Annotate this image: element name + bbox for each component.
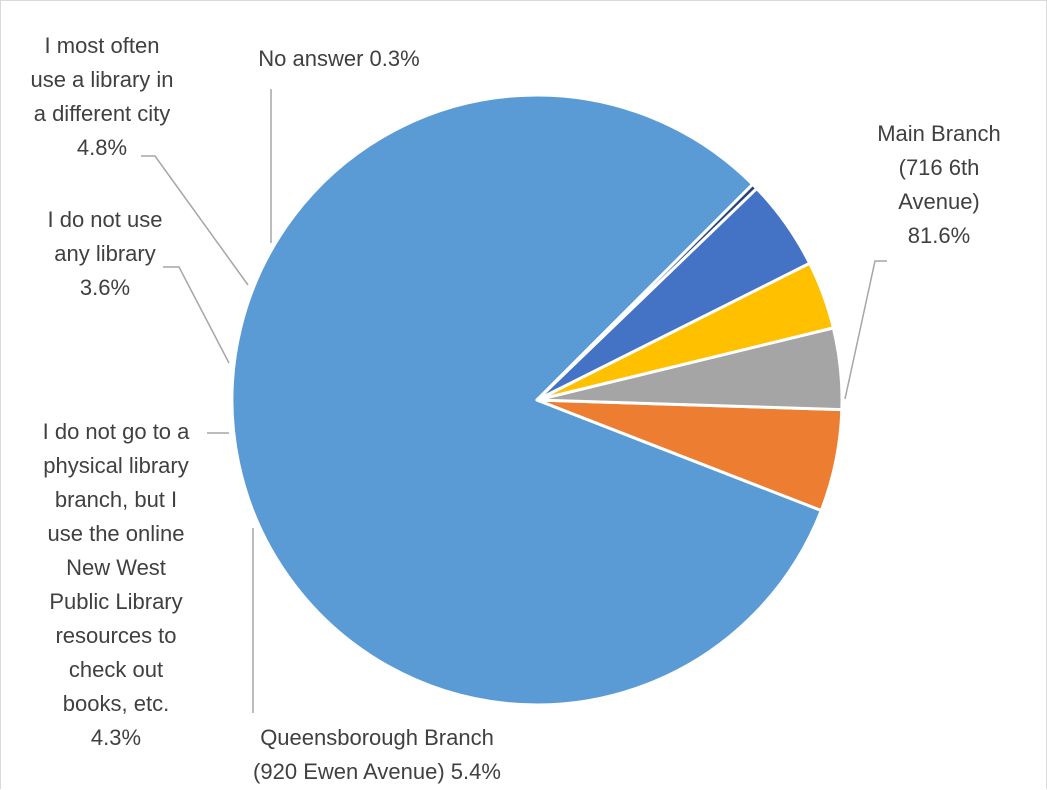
label-queensborough-branch: Queensborough Branch (920 Ewen Avenue) 5.…	[253, 725, 501, 784]
slice-main-branch	[230, 93, 823, 707]
label-different-city-line: use a library in	[30, 67, 173, 92]
label-main-branch-line: (716 6th	[899, 155, 980, 180]
label-online-only-line: check out	[69, 657, 163, 682]
label-no-answer-line: No answer 0.3%	[258, 46, 419, 71]
label-no-library-line: any library	[54, 241, 155, 266]
label-main-branch-line: Avenue)	[898, 189, 980, 214]
label-no-library-line: I do not use	[48, 207, 163, 232]
label-online-only-line: 4.3%	[91, 725, 141, 750]
label-different-city-line: 4.8%	[77, 135, 127, 160]
label-queensborough-branch-line: (920 Ewen Avenue) 5.4%	[253, 759, 501, 784]
label-online-only-line: books, etc.	[63, 691, 169, 716]
label-main-branch-line: 81.6%	[908, 223, 970, 248]
label-different-city-line: a different city	[34, 101, 171, 126]
label-queensborough-branch-line: Queensborough Branch	[260, 725, 494, 750]
label-online-only-line: I do not go to a	[43, 419, 191, 444]
label-online-only: I do not go to a physical library branch, …	[43, 419, 191, 750]
slice-no-answer	[535, 182, 759, 402]
leader-line-different-city	[141, 155, 249, 286]
leader-line-main-branch	[844, 260, 887, 400]
label-no-library: I do not use any library 3.6%	[48, 207, 163, 300]
leader-line-no-library	[163, 266, 230, 364]
label-online-only-line: New West	[66, 555, 166, 580]
label-no-library-line: 3.6%	[80, 275, 130, 300]
label-online-only-line: use the online	[48, 521, 185, 546]
label-no-answer: No answer 0.3%	[258, 46, 419, 71]
label-online-only-line: physical library	[43, 453, 189, 478]
label-online-only-line: branch, but I	[55, 487, 177, 512]
label-different-city: I most often use a library in a different …	[30, 33, 173, 160]
label-main-branch-line: Main Branch	[877, 121, 1001, 146]
label-online-only-line: resources to	[55, 623, 176, 648]
label-online-only-line: Public Library	[49, 589, 182, 614]
label-main-branch: Main Branch (716 6th Avenue) 81.6%	[877, 121, 1001, 248]
label-different-city-line: I most often	[45, 33, 160, 58]
